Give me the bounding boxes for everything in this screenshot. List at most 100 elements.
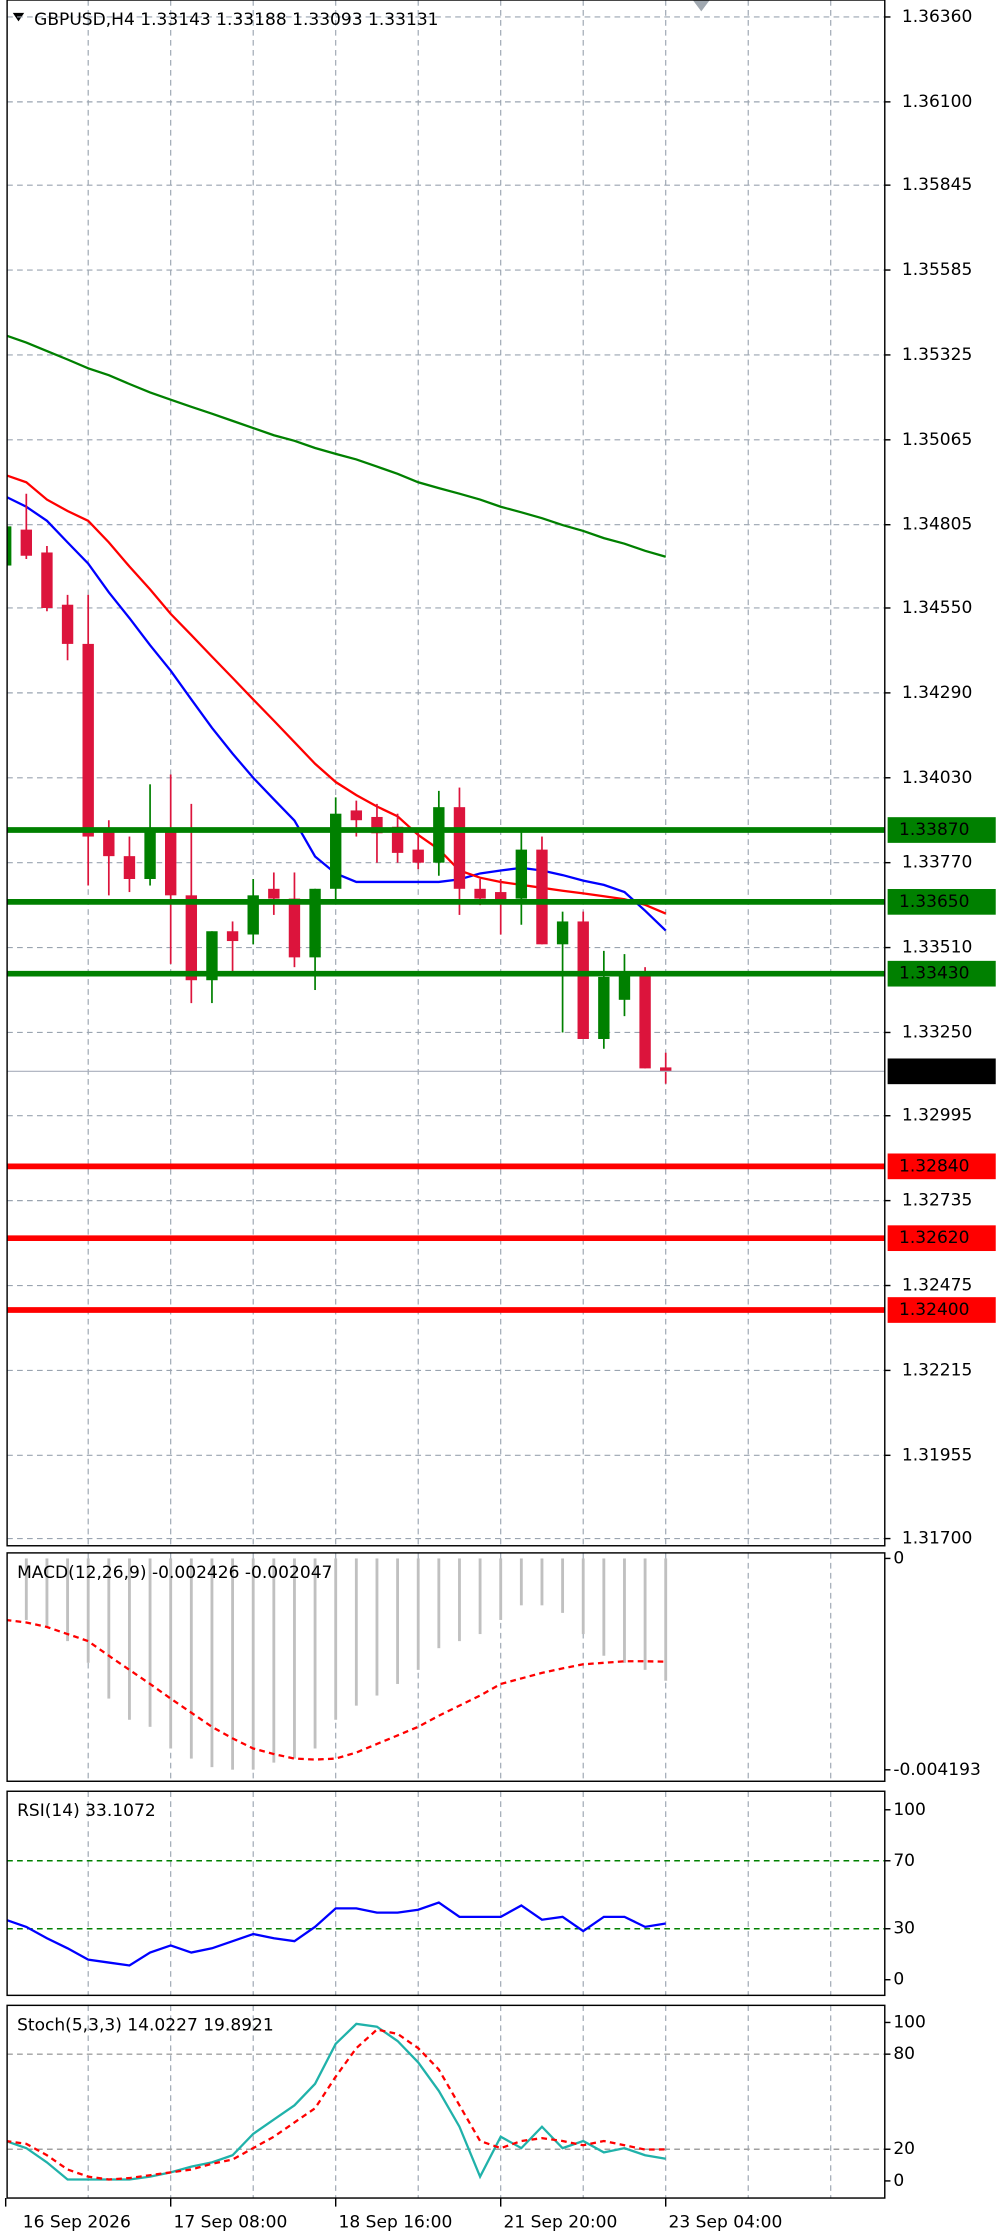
candle-body — [618, 973, 631, 1000]
candle-body — [412, 849, 424, 863]
macd-bar — [581, 1558, 585, 1635]
macd-bar — [66, 1558, 69, 1642]
y-tick-label: 1.36360 — [902, 7, 973, 27]
y-tick-label: 1.32995 — [902, 1106, 973, 1126]
candle-body — [515, 849, 528, 899]
moving-average — [7, 334, 667, 558]
y-tick-label: 1.32475 — [902, 1276, 973, 1296]
macd-bar — [437, 1558, 441, 1649]
y-tick-label: 70 — [893, 1851, 915, 1871]
y-tick-label: 1.33770 — [902, 853, 973, 873]
candle-body — [495, 892, 507, 902]
rsi-line — [7, 1901, 666, 1967]
candle-body — [330, 813, 342, 889]
macd-bar — [169, 1558, 173, 1749]
candle-body — [536, 849, 548, 945]
y-tick-label: 1.34550 — [902, 598, 973, 618]
y-tick-label: 1.31955 — [902, 1445, 973, 1465]
candle-body — [371, 816, 383, 834]
macd-bar — [519, 1558, 523, 1606]
candle-body — [391, 826, 404, 853]
candle-body — [556, 921, 569, 945]
candle-body — [185, 895, 198, 981]
y-tick-label: 1.32735 — [902, 1191, 973, 1211]
level-box — [887, 817, 996, 843]
candle-body — [226, 931, 239, 942]
level-label: 1.33870 — [899, 820, 970, 840]
candle-body — [309, 888, 321, 958]
current-price-label: 1.33131 — [899, 1061, 977, 1081]
y-tick-label: 100 — [893, 1800, 926, 1820]
candle-body — [639, 973, 651, 1069]
macd-bar — [354, 1558, 358, 1706]
macd-bar — [293, 1558, 296, 1759]
candle-body — [144, 830, 156, 880]
macd-bar — [540, 1558, 544, 1606]
y-tick-label: 1.34290 — [902, 683, 973, 703]
macd-bar — [231, 1558, 234, 1770]
y-tick-label: 1.31700 — [902, 1529, 973, 1549]
candle-body — [247, 895, 259, 935]
y-tick-label: 1.33510 — [902, 938, 973, 958]
y-tick-label: 80 — [893, 2044, 915, 2064]
candle-body — [165, 830, 177, 896]
x-tick-label: 17 Sep 08:00 — [174, 2212, 288, 2232]
macd-bar — [416, 1558, 420, 1670]
macd-bar — [396, 1558, 400, 1684]
y-tick-label: 0 — [893, 1970, 904, 1990]
candle-body — [577, 921, 589, 1039]
y-tick-label: 1.35065 — [902, 430, 973, 450]
macd-bar — [107, 1558, 111, 1699]
level-label: 1.33430 — [899, 964, 970, 984]
candle-body — [268, 888, 280, 899]
y-tick-label: 1.36100 — [902, 92, 973, 112]
panel-title: RSI(14) 33.1072 — [17, 1801, 156, 1821]
macd-bar — [128, 1558, 131, 1720]
y-tick-label: -0.004193 — [893, 1760, 981, 1780]
macd-bar — [458, 1558, 461, 1642]
candle-body — [206, 931, 218, 981]
candle-body — [103, 830, 115, 857]
level-box — [887, 1225, 996, 1252]
candle-body — [20, 529, 33, 556]
y-tick-label: 1.33250 — [902, 1022, 973, 1042]
panel-title: Stoch(5,3,3) 14.0227 19.8921 — [17, 2015, 274, 2035]
stoch-line — [7, 2028, 666, 2181]
candle-body — [350, 810, 363, 821]
level-box — [887, 1297, 996, 1323]
level-label: 1.32400 — [899, 1300, 970, 1320]
level-label: 1.33650 — [899, 892, 970, 912]
macd-bar — [643, 1558, 647, 1670]
macd-bar — [313, 1558, 317, 1749]
y-tick-label: 1.35325 — [902, 345, 973, 365]
candle-body — [123, 856, 136, 880]
candle-body — [61, 604, 74, 644]
panel-frame — [6, 2004, 886, 2199]
macd-bar — [623, 1558, 626, 1663]
current-price-box — [887, 1058, 996, 1085]
y-tick-label: 1.35845 — [902, 175, 973, 195]
y-tick-label: 0 — [893, 1548, 904, 1568]
y-tick-label: 20 — [893, 2139, 915, 2159]
candle-body — [453, 807, 466, 889]
macd-bar — [499, 1558, 503, 1620]
candle-body — [598, 976, 610, 1039]
moving-average — [7, 474, 667, 915]
macd-bar — [664, 1558, 668, 1681]
level-label: 1.32620 — [899, 1228, 970, 1248]
y-tick-label: 1.34030 — [902, 768, 973, 788]
panel-frame — [6, 0, 886, 1547]
level-box — [887, 889, 996, 915]
macd-bar — [189, 1558, 193, 1759]
macd-bar — [148, 1558, 152, 1727]
y-tick-label: 30 — [893, 1919, 915, 1939]
macd-bar — [272, 1558, 276, 1763]
x-tick-label: 23 Sep 04:00 — [669, 2212, 783, 2232]
macd-bar — [334, 1558, 338, 1720]
y-tick-label: 1.35585 — [902, 260, 973, 280]
macd-bar — [86, 1558, 90, 1663]
macd-bar — [24, 1558, 28, 1620]
candle-body — [82, 643, 94, 837]
